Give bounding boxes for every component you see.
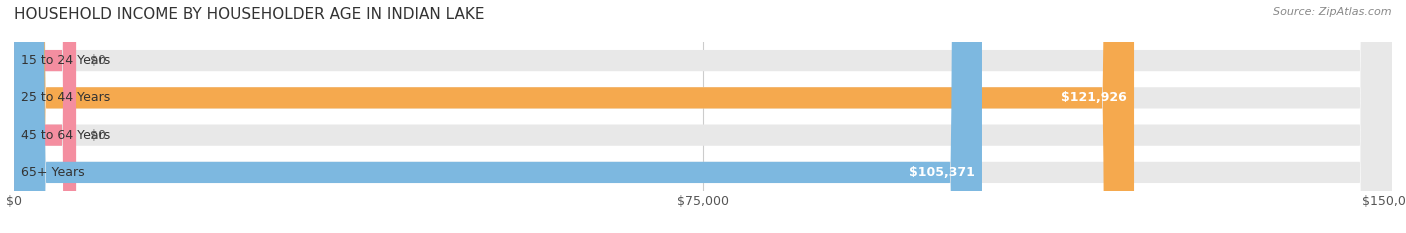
Text: 15 to 24 Years: 15 to 24 Years <box>21 54 110 67</box>
Text: $121,926: $121,926 <box>1062 91 1128 104</box>
FancyBboxPatch shape <box>14 0 1392 233</box>
FancyBboxPatch shape <box>14 0 1392 233</box>
Text: $0: $0 <box>90 54 105 67</box>
FancyBboxPatch shape <box>14 0 1135 233</box>
Text: Source: ZipAtlas.com: Source: ZipAtlas.com <box>1274 7 1392 17</box>
Text: $0: $0 <box>90 129 105 142</box>
FancyBboxPatch shape <box>14 0 76 233</box>
FancyBboxPatch shape <box>14 0 76 233</box>
Text: 65+ Years: 65+ Years <box>21 166 84 179</box>
FancyBboxPatch shape <box>14 0 981 233</box>
Text: HOUSEHOLD INCOME BY HOUSEHOLDER AGE IN INDIAN LAKE: HOUSEHOLD INCOME BY HOUSEHOLDER AGE IN I… <box>14 7 485 22</box>
FancyBboxPatch shape <box>14 0 1392 233</box>
Text: 45 to 64 Years: 45 to 64 Years <box>21 129 110 142</box>
Text: $105,371: $105,371 <box>910 166 976 179</box>
Text: 25 to 44 Years: 25 to 44 Years <box>21 91 110 104</box>
FancyBboxPatch shape <box>14 0 1392 233</box>
